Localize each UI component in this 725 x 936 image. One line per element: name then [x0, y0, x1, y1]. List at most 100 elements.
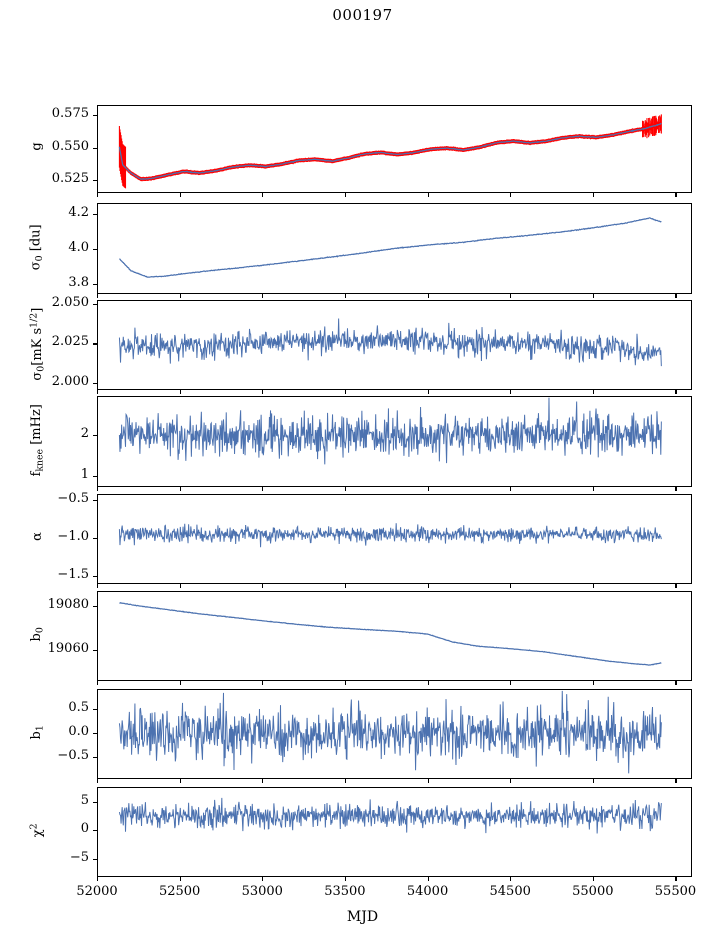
- x-tick-mark: [592, 487, 594, 491]
- data-line-g: [118, 122, 662, 181]
- y-tick-mark: [93, 650, 97, 652]
- x-tick-mark: [592, 779, 594, 783]
- x-tick-label: 52500: [158, 884, 201, 899]
- x-tick-mark: [675, 193, 677, 197]
- y-axis-label-b1: b1: [28, 725, 46, 740]
- y-tick-mark: [93, 213, 97, 215]
- x-tick-mark: [344, 584, 346, 588]
- y-tick-label-chi2: −5: [69, 849, 89, 865]
- x-tick-mark: [262, 487, 264, 491]
- y-tick-label-g: 0.550: [51, 138, 89, 154]
- x-tick-mark: [344, 193, 346, 197]
- y-tick-mark: [93, 475, 97, 477]
- plot-panel-f_knee: [97, 396, 692, 487]
- y-axis-label-sigma0_du: σ0 [du]: [28, 223, 46, 270]
- x-tick-mark: [262, 681, 264, 685]
- data-line-b1: [118, 690, 662, 774]
- y-tick-mark: [93, 382, 97, 384]
- x-axis-label: MJD: [346, 909, 379, 925]
- x-tick-mark: [427, 779, 429, 783]
- x-tick-mark: [592, 193, 594, 197]
- x-tick-mark: [179, 294, 181, 298]
- x-tick-mark: [262, 193, 264, 197]
- plot-panel-g: [97, 105, 692, 193]
- y-tick-mark: [93, 500, 97, 502]
- x-tick-mark: [427, 681, 429, 685]
- x-tick-mark: [510, 681, 512, 685]
- y-tick-mark: [93, 709, 97, 711]
- y-axis-label-sigma0_mKs: σ0[mK s1/2]: [27, 307, 47, 381]
- y-tick-mark: [93, 830, 97, 832]
- data-line-b0: [119, 602, 662, 666]
- y-tick-mark: [93, 801, 97, 803]
- x-tick-label: 55500: [654, 884, 697, 899]
- x-tick-mark: [262, 584, 264, 588]
- x-tick-mark: [179, 877, 181, 881]
- x-tick-mark: [344, 390, 346, 394]
- y-tick-label-sigma0_du: 3.8: [68, 274, 89, 290]
- x-tick-mark: [262, 390, 264, 394]
- x-tick-mark: [427, 294, 429, 298]
- x-tick-mark: [179, 487, 181, 491]
- x-tick-mark: [510, 877, 512, 881]
- y-tick-label-sigma0_mKs: 2.025: [51, 334, 89, 350]
- y-axis-label-b0: b0: [28, 627, 46, 642]
- plot-panel-chi2: [97, 787, 692, 877]
- x-tick-mark: [97, 877, 99, 881]
- x-tick-mark: [179, 779, 181, 783]
- x-tick-mark: [510, 294, 512, 298]
- y-tick-label-b1: 0.5: [68, 700, 89, 716]
- plot-panel-b0: [97, 591, 692, 681]
- y-tick-mark: [93, 248, 97, 250]
- plot-panel-sigma0_du: [97, 203, 692, 294]
- x-tick-mark: [427, 193, 429, 197]
- x-tick-mark: [510, 487, 512, 491]
- y-tick-mark: [93, 757, 97, 759]
- x-tick-mark: [97, 681, 99, 685]
- y-tick-mark: [93, 180, 97, 182]
- y-axis-label-f_knee: fknee [mHz]: [28, 403, 46, 476]
- y-tick-mark: [93, 303, 97, 306]
- x-tick-mark: [344, 487, 346, 491]
- y-tick-mark: [93, 858, 97, 860]
- error-bars: [118, 114, 662, 189]
- x-tick-mark: [592, 390, 594, 394]
- y-tick-label-alpha: −0.5: [57, 491, 89, 507]
- x-tick-mark: [510, 779, 512, 783]
- y-tick-mark: [93, 147, 97, 149]
- y-tick-mark: [93, 606, 97, 608]
- page-title: 000197: [332, 6, 393, 24]
- y-tick-mark: [93, 115, 97, 117]
- x-tick-mark: [97, 487, 99, 491]
- x-tick-mark: [97, 584, 99, 588]
- x-tick-mark: [510, 390, 512, 394]
- x-tick-mark: [427, 584, 429, 588]
- x-tick-mark: [675, 681, 677, 685]
- x-tick-mark: [179, 584, 181, 588]
- x-tick-mark: [592, 681, 594, 685]
- x-tick-mark: [97, 390, 99, 394]
- data-line-sigma0_du: [119, 217, 662, 278]
- y-tick-label-b1: −0.5: [57, 748, 89, 764]
- y-tick-mark: [93, 576, 97, 578]
- y-tick-label-g: 0.525: [51, 171, 89, 187]
- y-tick-label-sigma0_mKs: 2.050: [51, 294, 89, 310]
- x-tick-mark: [97, 193, 99, 197]
- x-tick-mark: [179, 681, 181, 685]
- y-tick-label-sigma0_du: 4.0: [68, 239, 89, 255]
- x-tick-label: 54500: [489, 884, 531, 899]
- data-line-alpha: [118, 523, 662, 548]
- x-tick-mark: [344, 877, 346, 881]
- y-tick-mark: [93, 538, 97, 540]
- y-tick-mark: [93, 434, 97, 436]
- y-tick-mark: [93, 343, 97, 345]
- x-tick-mark: [262, 294, 264, 298]
- x-tick-mark: [592, 877, 594, 881]
- x-tick-label: 53500: [324, 884, 366, 899]
- y-tick-mark: [93, 283, 97, 285]
- y-axis-label-alpha: α: [29, 532, 45, 541]
- x-tick-mark: [179, 390, 181, 394]
- x-tick-mark: [510, 193, 512, 197]
- plot-panel-b1: [97, 689, 692, 779]
